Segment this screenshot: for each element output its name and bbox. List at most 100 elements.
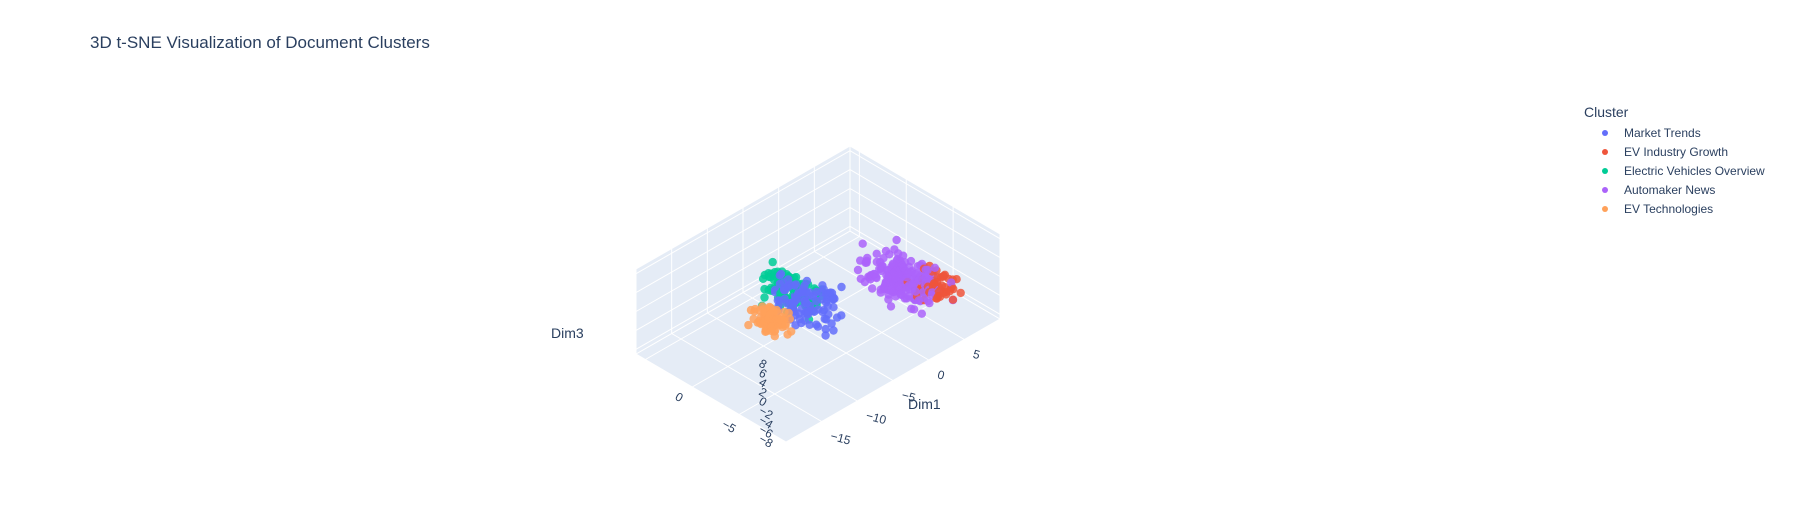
legend-item-1[interactable]: EV Industry Growth bbox=[1584, 142, 1765, 161]
x-tick-label: 5 bbox=[972, 347, 982, 362]
point-series-0 bbox=[837, 311, 846, 320]
gridline-z-side bbox=[849, 206, 1001, 296]
point-series-3 bbox=[919, 293, 928, 302]
point-series-0 bbox=[821, 324, 830, 334]
point-series-0 bbox=[813, 322, 823, 331]
legend-swatch bbox=[1602, 148, 1608, 155]
point-series-0 bbox=[818, 307, 827, 317]
gridline-z-back bbox=[635, 188, 851, 312]
legend-item-0[interactable]: Market Trends bbox=[1584, 123, 1765, 142]
point-series-0 bbox=[775, 296, 784, 305]
point-series-0 bbox=[826, 288, 835, 297]
point-series-0 bbox=[830, 294, 839, 303]
legend-label: Automaker News bbox=[1624, 182, 1716, 197]
legend-item-2[interactable]: Electric Vehicles Overview bbox=[1584, 161, 1765, 180]
point-series-0 bbox=[805, 288, 814, 297]
legend-item-3[interactable]: Automaker News bbox=[1584, 180, 1765, 199]
gridline-y-floor bbox=[738, 291, 954, 415]
point-series-3 bbox=[862, 256, 871, 266]
gridline-z-side bbox=[849, 169, 1001, 259]
z-tick-label: −4 bbox=[757, 413, 776, 432]
y-tick-label: −5 bbox=[720, 417, 739, 436]
point-series-0 bbox=[776, 269, 786, 279]
gridline-z-side bbox=[849, 150, 1001, 240]
gridline-z-back bbox=[635, 206, 851, 331]
point-series-3 bbox=[911, 287, 920, 296]
point-series-3 bbox=[917, 309, 926, 318]
point-series-4 bbox=[744, 320, 753, 330]
x-tick-label: −5 bbox=[900, 388, 917, 405]
point-series-0 bbox=[790, 281, 799, 290]
legend-swatch bbox=[1602, 129, 1608, 136]
point-series-3 bbox=[947, 278, 956, 287]
point-series-3 bbox=[909, 305, 919, 314]
point-series-3 bbox=[903, 269, 913, 278]
point-series-0 bbox=[818, 281, 827, 290]
legend-swatch bbox=[1602, 167, 1608, 174]
point-series-4 bbox=[787, 327, 796, 336]
gridline-z-back bbox=[635, 225, 851, 350]
legend-swatch bbox=[1602, 205, 1608, 212]
point-series-0 bbox=[829, 326, 838, 335]
legend-label: Electric Vehicles Overview bbox=[1624, 163, 1765, 178]
point-series-3 bbox=[930, 263, 940, 272]
point-series-3 bbox=[914, 276, 923, 285]
x-tick-label: 0 bbox=[936, 367, 946, 382]
point-series-0 bbox=[797, 304, 807, 313]
point-series-0 bbox=[827, 319, 836, 328]
legend-label: EV Industry Growth bbox=[1624, 144, 1729, 159]
legend-item-4[interactable]: EV Technologies bbox=[1584, 199, 1765, 218]
z-tick-label: −2 bbox=[757, 403, 776, 422]
point-series-3 bbox=[925, 298, 934, 308]
point-series-2 bbox=[760, 284, 769, 294]
z-tick-label: −8 bbox=[757, 432, 776, 451]
z-tick-label: −6 bbox=[757, 422, 776, 441]
gridline-z-back bbox=[635, 150, 851, 275]
point-series-0 bbox=[803, 310, 813, 319]
point-series-3 bbox=[923, 265, 932, 275]
point-series-2 bbox=[768, 257, 777, 267]
point-series-3 bbox=[893, 249, 903, 258]
point-series-3 bbox=[887, 285, 896, 294]
legend-label: Market Trends bbox=[1624, 125, 1701, 140]
point-series-3 bbox=[868, 284, 877, 293]
point-series-1 bbox=[956, 288, 965, 298]
z-axis-label: Dim3 bbox=[551, 325, 584, 341]
point-series-0 bbox=[812, 296, 821, 306]
point-series-0 bbox=[788, 298, 798, 307]
x-axis-label: Dim1 bbox=[908, 396, 941, 412]
legend-title: Cluster bbox=[1584, 104, 1629, 120]
point-series-0 bbox=[805, 320, 814, 329]
point-series-3 bbox=[858, 239, 867, 248]
point-series-0 bbox=[837, 282, 846, 292]
point-series-4 bbox=[770, 332, 779, 341]
point-series-3 bbox=[886, 302, 896, 311]
x-tick-label: −15 bbox=[829, 429, 853, 448]
point-series-3 bbox=[904, 291, 914, 301]
point-series-0 bbox=[829, 303, 838, 312]
point-series-4 bbox=[781, 321, 790, 331]
gridline-y-floor bbox=[645, 236, 860, 360]
point-series-3 bbox=[892, 235, 901, 245]
point-series-3 bbox=[869, 269, 879, 279]
point-series-1 bbox=[949, 284, 958, 294]
legend: Cluster Market Trends EV Industry Growth E… bbox=[1584, 104, 1765, 218]
point-series-2 bbox=[760, 293, 769, 302]
gridline-x-floor bbox=[671, 333, 822, 422]
y-tick-label: 0 bbox=[673, 389, 686, 405]
point-series-1 bbox=[948, 295, 958, 304]
point-series-3 bbox=[904, 262, 914, 272]
point-series-3 bbox=[891, 273, 900, 283]
point-series-0 bbox=[812, 287, 821, 297]
point-series-4 bbox=[785, 314, 795, 323]
legend-swatch bbox=[1602, 186, 1608, 193]
point-series-3 bbox=[872, 249, 881, 258]
point-series-3 bbox=[853, 265, 863, 275]
point-series-3 bbox=[885, 250, 894, 259]
gridline-x-floor bbox=[707, 312, 858, 402]
point-series-0 bbox=[780, 286, 790, 295]
point-series-0 bbox=[784, 275, 793, 284]
legend-label: EV Technologies bbox=[1624, 201, 1714, 216]
